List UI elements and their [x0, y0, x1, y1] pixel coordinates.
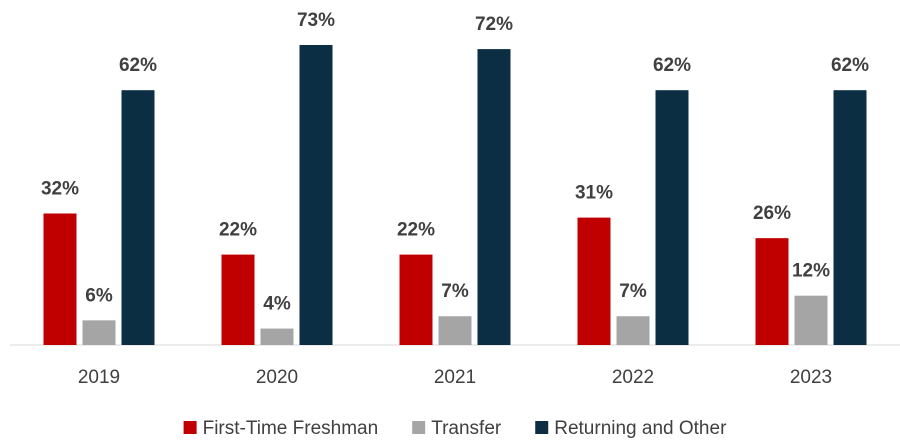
- value-label: 32%: [41, 179, 79, 200]
- x-tick-label: 2021: [434, 367, 476, 388]
- bar: [833, 90, 867, 346]
- bar: [82, 320, 116, 345]
- legend-swatch: [535, 421, 549, 434]
- x-tick-label: 2020: [256, 367, 298, 388]
- value-label: 7%: [441, 281, 469, 302]
- x-tick-label: 2023: [790, 367, 832, 388]
- bar: [221, 254, 255, 345]
- bar: [655, 90, 689, 346]
- value-label: 62%: [831, 55, 869, 76]
- x-tick-label: 2019: [78, 367, 120, 388]
- value-label: 6%: [85, 285, 113, 306]
- legend-label: Returning and Other: [554, 418, 727, 439]
- value-label: 22%: [219, 220, 257, 241]
- legend-label: Transfer: [431, 418, 502, 439]
- bar: [399, 254, 433, 345]
- value-label: 26%: [753, 203, 791, 224]
- value-label: 12%: [792, 261, 830, 282]
- value-label: 62%: [119, 55, 157, 76]
- value-label: 62%: [653, 55, 691, 76]
- value-label: 22%: [397, 220, 435, 241]
- value-label: 7%: [619, 281, 647, 302]
- bar: [794, 295, 828, 345]
- bar: [121, 90, 155, 346]
- legend-swatch: [412, 421, 426, 434]
- legend-label: First-Time Freshman: [203, 418, 379, 439]
- bar: [260, 328, 294, 345]
- value-label: 31%: [575, 183, 613, 204]
- bar: [616, 316, 650, 345]
- bar: [438, 316, 472, 345]
- bar: [299, 45, 333, 345]
- value-label: 72%: [475, 14, 513, 35]
- bar: [755, 238, 789, 345]
- value-label: 4%: [263, 294, 291, 315]
- legend-swatch: [183, 421, 197, 434]
- bar: [577, 217, 611, 345]
- value-label: 73%: [297, 10, 335, 31]
- bar: [43, 213, 77, 345]
- x-tick-label: 2022: [612, 367, 654, 388]
- bar: [477, 49, 511, 345]
